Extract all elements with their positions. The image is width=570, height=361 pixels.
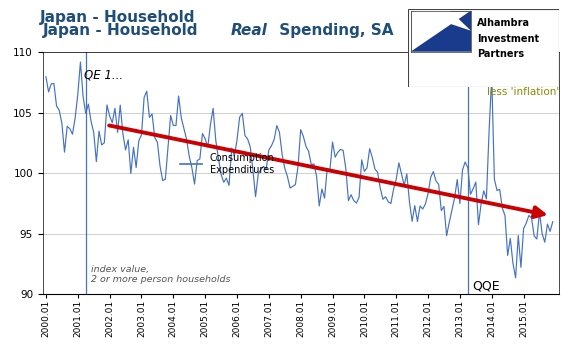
Text: Alhambra: Alhambra — [477, 18, 530, 28]
Text: Japan - Household: Japan - Household — [43, 23, 203, 38]
Text: QE 1...: QE 1... — [84, 69, 123, 82]
Bar — [410, 10, 471, 52]
Polygon shape — [410, 10, 471, 31]
Legend: Consumption
Expenditures: Consumption Expenditures — [177, 149, 278, 178]
Text: Japan - Household: Japan - Household — [40, 10, 201, 25]
Text: index value,: index value, — [91, 265, 149, 274]
Text: QQE: QQE — [473, 279, 500, 292]
Polygon shape — [410, 10, 471, 52]
Text: Partners: Partners — [477, 49, 524, 59]
Text: Real: Real — [230, 23, 267, 38]
Text: Spending, SA: Spending, SA — [274, 23, 393, 38]
Text: Investment: Investment — [477, 34, 539, 44]
Text: less 'inflation': less 'inflation' — [487, 78, 559, 97]
Text: 2 or more person households: 2 or more person households — [91, 275, 230, 284]
